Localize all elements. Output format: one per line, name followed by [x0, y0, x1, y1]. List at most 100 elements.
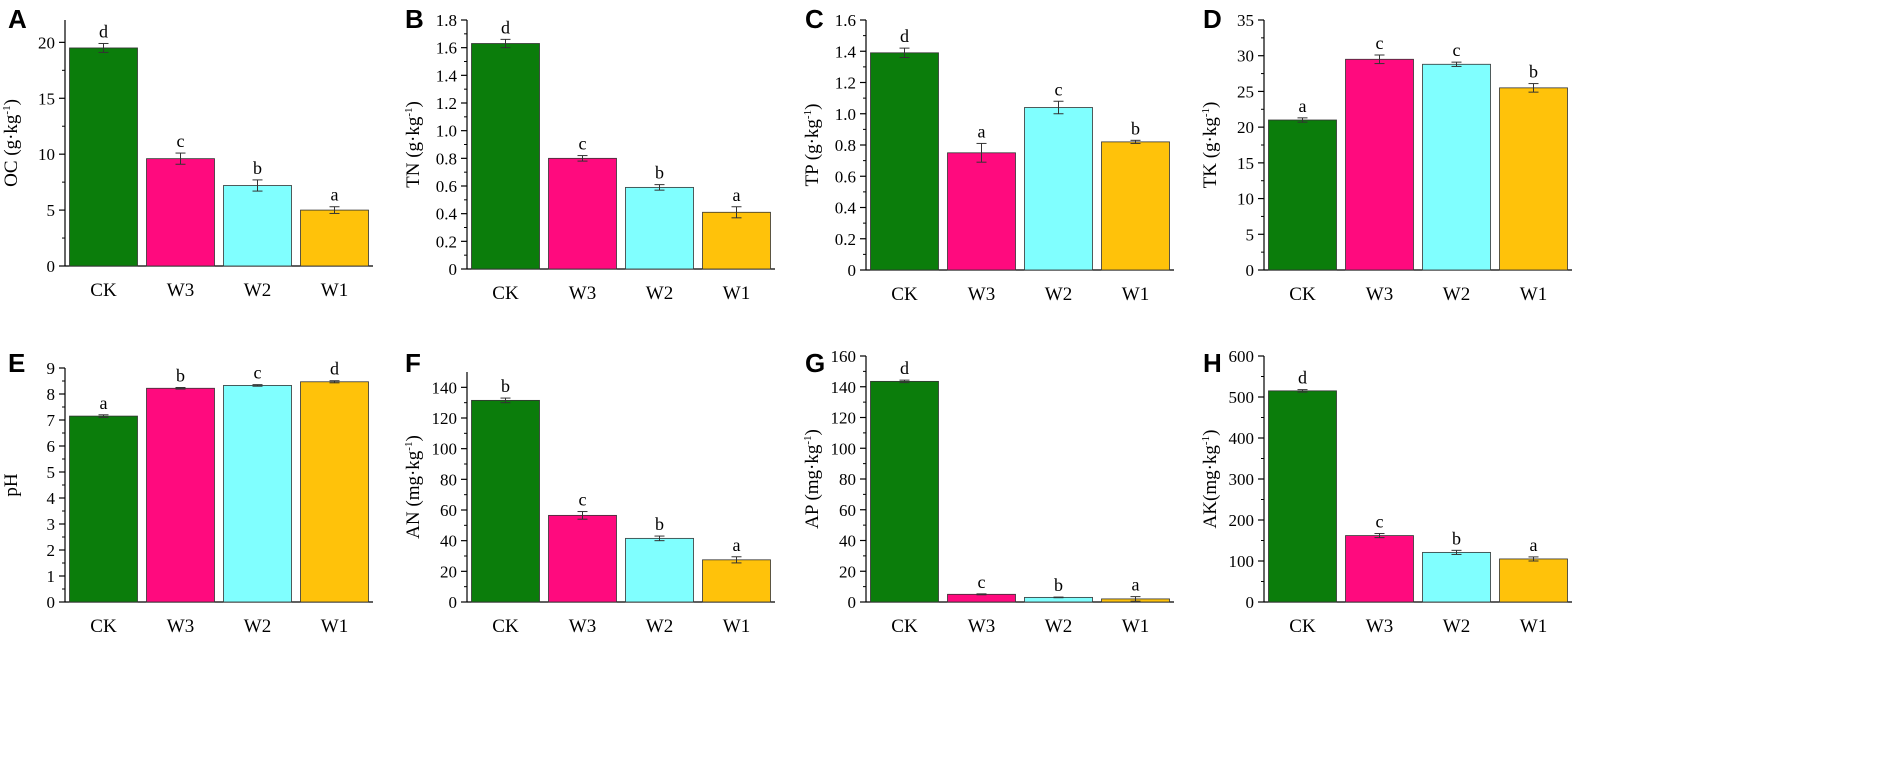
x-tick-label-a: W3	[167, 280, 194, 301]
bar-f-w1	[702, 559, 771, 603]
y-axis-label-close: )	[403, 101, 424, 107]
significance-letter-e-w3: b	[176, 366, 185, 386]
y-axis-label-text: AN (mg·kg	[403, 450, 424, 539]
bar-c-w3	[947, 152, 1016, 271]
x-tick-label-h: CK	[1289, 616, 1316, 637]
y-tick-label-g: 20	[839, 562, 856, 581]
y-tick-label-c: 0.8	[835, 136, 856, 155]
bar-h-w2	[1422, 551, 1491, 603]
y-axis-label-text: TK (g·kg	[1200, 117, 1221, 189]
y-axis-label-f: AN (mg·kg-1)	[403, 435, 424, 539]
y-axis-label-b: TN (g·kg-1)	[403, 101, 424, 188]
x-tick-label-d: W2	[1443, 284, 1470, 305]
x-tick-label-e: CK	[90, 616, 117, 637]
y-tick-label-g: 60	[839, 501, 856, 520]
significance-letter-c-w1: b	[1131, 118, 1140, 138]
bar-f-ck	[471, 399, 540, 603]
y-tick-label-b: 0.8	[436, 149, 457, 168]
bar-c-w2	[1024, 107, 1093, 271]
bar-c-ck	[870, 52, 939, 271]
y-tick-label-h: 300	[1229, 470, 1255, 489]
y-axis-label-text: AP (mg·kg	[802, 444, 823, 529]
bar-h-ck	[1268, 390, 1337, 603]
significance-letter-d-w3: c	[1376, 33, 1384, 53]
y-tick-label-b: 1.2	[436, 94, 457, 113]
significance-letter-g-w1: a	[1132, 575, 1140, 595]
y-tick-label-d: 10	[1237, 190, 1254, 209]
bar-a-w1	[300, 209, 369, 267]
y-tick-label-g: 40	[839, 532, 856, 551]
y-axis-label-superscript: -1	[802, 110, 814, 119]
y-tick-label-f: 40	[440, 532, 457, 551]
y-tick-label-b: 0	[449, 260, 458, 279]
y-axis-label-superscript: -1	[1200, 108, 1212, 117]
y-axis-label-close: )	[802, 104, 823, 110]
y-tick-label-b: 0.2	[436, 232, 457, 251]
y-axis-label-text: TN (g·kg	[403, 116, 424, 188]
y-axis-label-c: TP (g·kg-1)	[802, 104, 823, 187]
y-axis-label-superscript: -1	[403, 107, 415, 116]
x-tick-label-h: W2	[1443, 616, 1470, 637]
x-tick-label-d: W3	[1366, 284, 1393, 305]
y-tick-label-e: 6	[47, 437, 56, 456]
significance-letter-a-w1: a	[331, 185, 339, 205]
significance-letter-a-w3: c	[177, 131, 185, 151]
y-tick-label-a: 0	[47, 257, 56, 276]
y-tick-label-f: 20	[440, 562, 457, 581]
y-tick-label-e: 9	[47, 359, 56, 378]
y-tick-label-h: 400	[1229, 429, 1255, 448]
significance-letter-b-w3: c	[579, 134, 587, 154]
significance-letter-a-w2: b	[253, 158, 262, 178]
x-tick-label-c: W2	[1045, 284, 1072, 305]
y-tick-label-e: 4	[47, 489, 56, 508]
bar-e-ck	[69, 415, 138, 603]
significance-letter-h-ck: d	[1298, 368, 1307, 388]
bar-c-w1	[1101, 141, 1170, 271]
y-tick-label-c: 1.4	[835, 42, 857, 61]
x-tick-label-h: W3	[1366, 616, 1393, 637]
significance-letter-h-w3: c	[1376, 512, 1384, 532]
y-tick-label-h: 0	[1246, 593, 1255, 612]
y-axis-label-superscript: -1	[1, 105, 13, 114]
y-axis-label-close: )	[403, 435, 424, 441]
bar-d-w1	[1499, 87, 1568, 271]
y-tick-label-b: 1.8	[436, 11, 457, 30]
x-tick-label-b: W3	[569, 283, 596, 304]
panel-label-d: D	[1203, 4, 1222, 34]
bar-h-w1	[1499, 558, 1568, 603]
y-tick-label-c: 1.6	[835, 11, 856, 30]
significance-letter-f-w3: c	[579, 490, 587, 510]
y-axis-label-h: AK(mg·kg-1)	[1200, 430, 1221, 529]
y-tick-label-g: 140	[831, 378, 857, 397]
significance-letter-h-w1: a	[1530, 535, 1538, 555]
y-tick-label-b: 1.0	[436, 122, 457, 141]
significance-letter-b-ck: d	[501, 17, 510, 37]
y-tick-label-d: 15	[1237, 154, 1254, 173]
y-axis-label-text: pH	[1, 473, 22, 497]
bar-a-w2	[223, 185, 292, 267]
bar-b-w3	[548, 157, 617, 270]
y-tick-label-g: 0	[848, 593, 857, 612]
y-tick-label-c: 0.6	[835, 167, 856, 186]
y-axis-label-text: OC (g·kg	[1, 114, 22, 187]
significance-letter-e-w2: c	[254, 363, 262, 383]
panel-label-e: E	[8, 348, 25, 378]
bar-h-w3	[1345, 535, 1414, 603]
x-tick-label-e: W1	[321, 616, 348, 637]
significance-letter-d-w2: c	[1453, 40, 1461, 60]
significance-letter-f-w2: b	[655, 514, 664, 534]
y-tick-label-h: 600	[1229, 347, 1255, 366]
bar-e-w3	[146, 387, 215, 603]
x-tick-label-g: W2	[1045, 616, 1072, 637]
y-tick-label-b: 0.4	[436, 205, 458, 224]
x-tick-label-f: W1	[723, 616, 750, 637]
bar-d-w2	[1422, 63, 1491, 271]
x-tick-label-f: W2	[646, 616, 673, 637]
panel-label-h: H	[1203, 348, 1222, 378]
y-tick-label-g: 80	[839, 470, 856, 489]
significance-letter-b-w1: a	[733, 185, 741, 205]
x-tick-label-b: W2	[646, 283, 673, 304]
bar-d-w3	[1345, 58, 1414, 271]
y-axis-label-close: )	[1, 99, 22, 105]
x-tick-label-f: CK	[492, 616, 519, 637]
